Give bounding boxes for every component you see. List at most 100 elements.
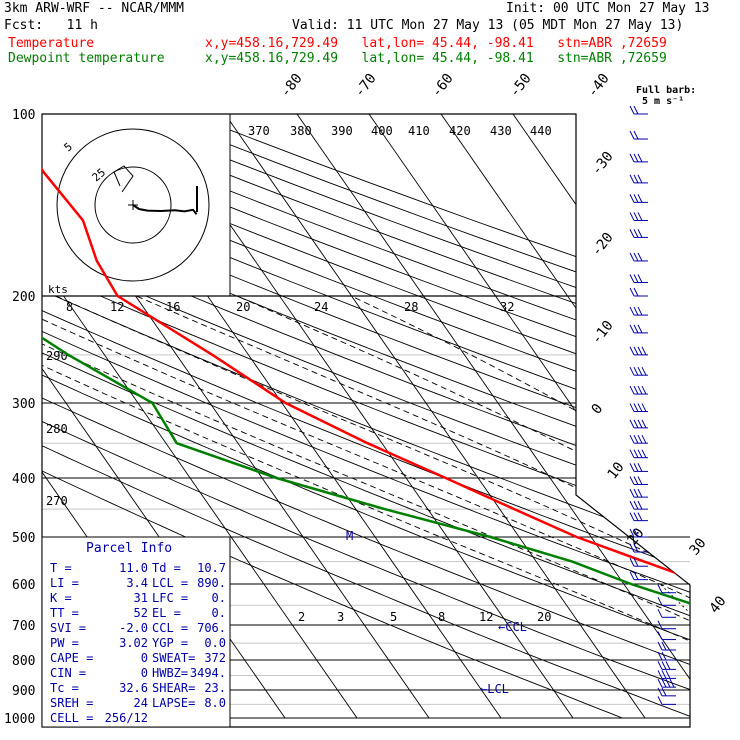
barb-flag [633,366,639,376]
barb-flag [629,287,635,297]
mixing-ratio-label: 2 [298,610,305,624]
dry-adiabat [42,114,690,719]
parcel-label: SVI = [50,621,86,635]
isotherm-line [656,114,690,719]
barb-flag [629,543,635,553]
parcel-value: 10.7 [197,561,226,575]
barb-flag [629,105,635,115]
barb-flag [633,229,639,238]
barb-flag [629,463,635,472]
wind-barb [657,597,676,606]
wind-barb [629,287,648,297]
moist-adiabat [236,295,690,719]
moist-adiabat [42,295,690,719]
barb-flag [657,696,663,705]
init-time: Init: 00 UTC Mon 27 May 13 [506,1,710,16]
theta-label: 290 [46,349,68,363]
parcel-label: Tc = [50,681,79,695]
dry-adiabat [151,114,690,719]
wind-barb [629,543,648,553]
barb-flag [633,528,639,538]
wind-barb [629,528,648,538]
isotherm-line [224,114,646,719]
parcel-value: -2.0 [119,621,148,635]
mixing-ratio-label: 3 [337,610,344,624]
parcel-value: 32.6 [119,681,148,695]
parcel-label: LAPSE= [152,696,195,710]
parcel-value: 0 [141,651,148,665]
parcel-label: TT = [50,606,79,620]
parcel-value: 890. [197,576,226,590]
pressure-label: 300 [12,397,35,412]
ccl-label: ←CCL [498,620,527,634]
parcel-label: SWEAT= [152,651,195,665]
pressure-label: 1000 [4,712,35,727]
dry-adiabat [42,114,690,719]
mixing-ratio-label: 5 [390,610,397,624]
wind-barb [657,696,676,705]
barb-flag [633,252,639,262]
parcel-value: 3494. [190,666,226,680]
parcel-label: LCL = [152,576,188,590]
speed-tick-label: 16 [166,300,180,314]
isotherm-label: -60 [429,71,457,101]
wind-barb [629,434,648,444]
wind-barb [629,403,648,413]
wind-barb [657,584,676,594]
barb-flag [633,543,639,553]
parcel-label: CIN = [50,666,86,680]
wind-barb [629,306,648,316]
isotherm-label: -70 [352,71,380,101]
dry-adiabat [42,114,690,719]
pressure-label: 600 [12,578,35,593]
barb-flag [657,678,663,688]
wind-barb [629,324,648,334]
wind-barb [629,449,648,459]
parcel-value: 11.0 [119,561,148,575]
wind-barb [629,512,648,522]
speed-tick-label: 8 [66,300,73,314]
parcel-value: 8.0 [204,696,226,710]
barb-flag [661,651,667,661]
wind-barb [629,105,648,115]
legend-dewpoint-info: x,y=458.16,729.49 lat,lon= 45.44, -98.41… [205,51,667,66]
isotherm-label: 30 [687,535,710,558]
barb-legend-line2: 5 m s⁻¹ [642,96,684,107]
parcel-label: YGP = [152,636,188,650]
parcel-title: Parcel Info [86,541,172,556]
parcel-value: 372 [204,651,226,665]
valid-time: Valid: 11 UTC Mon 27 May 13 (05 MDT Mon … [292,18,684,33]
hodograph-inner-trace [113,165,134,193]
barb-flag [633,324,639,334]
barb-flag [641,419,647,429]
barb-flag [669,678,675,688]
barb-flag [629,476,635,485]
legend-temperature-info: x,y=458.16,729.49 lat,lon= 45.44, -98.41… [205,36,667,51]
parcel-info-box: Parcel Info T = 11.0 Td = 10.7 LI = 3.4 LCL = 89… [41,536,231,728]
legend-dewpoint-name: Dewpoint temperature [8,51,165,66]
parcel-label: T = [50,561,72,575]
pressure-label: 800 [12,654,35,669]
barb-flag [633,419,639,429]
barb-flag [637,153,643,163]
parcel-label: LI = [50,576,79,590]
dry-adiabat [42,114,690,719]
wind-barb [629,194,648,203]
barb-flag [629,366,635,376]
theta-label: 440 [530,124,552,138]
barb-flag [633,274,639,283]
barb-flag [665,678,671,688]
barb-flag [629,153,635,163]
wind-barb [657,670,676,679]
barb-flag [637,512,643,521]
speed-tick-label: 28 [404,300,418,314]
barb-flag [633,500,639,510]
pressure-label: 100 [12,108,35,123]
wind-barb [629,476,648,486]
barb-flag [661,687,667,697]
barb-flag [661,670,667,679]
barb-flag [633,194,639,203]
barb-flag [633,346,639,356]
theta-label: 270 [46,494,68,508]
barb-flag [629,346,635,356]
